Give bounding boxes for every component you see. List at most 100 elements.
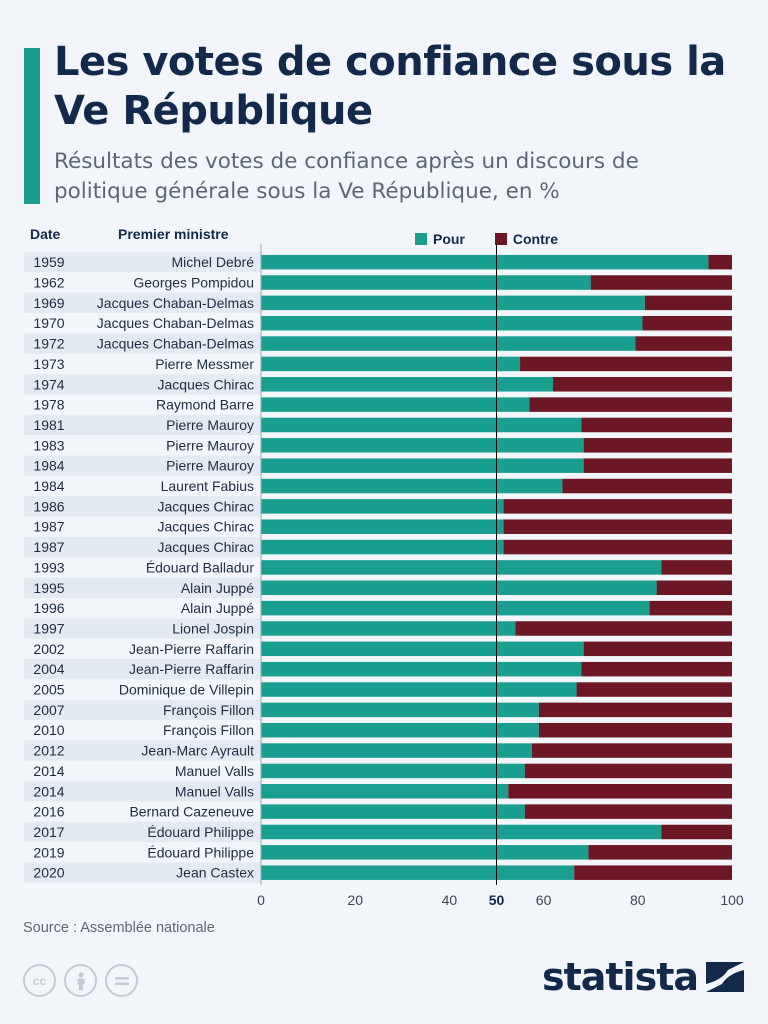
column-header-pm: Premier ministre [118, 226, 229, 242]
row-stripe [24, 862, 261, 883]
bar-contre [538, 702, 732, 718]
row-prime-minister: Jean-Pierre Raffarin [129, 661, 254, 677]
bar-contre [508, 784, 732, 799]
bar-pour [261, 580, 657, 596]
row-date: 1972 [33, 336, 64, 352]
chart-subtitle: Résultats des votes de confiance après u… [54, 149, 639, 204]
row-date: 2010 [33, 722, 64, 738]
row-prime-minister: Jacques Chaban-Delmas [97, 336, 254, 352]
row-date: 2007 [33, 702, 64, 718]
legend-swatch-contre [494, 233, 507, 245]
row-stripe [24, 414, 261, 436]
row-prime-minister: Jean-Marc Ayrault [141, 743, 254, 759]
bar-contre [503, 499, 732, 514]
bar-contre [524, 804, 732, 819]
bar-pour [261, 682, 577, 697]
row-prime-minister: Jacques Chirac [158, 519, 255, 535]
row-date: 2019 [33, 844, 64, 860]
row-date: 2014 [33, 763, 64, 779]
row-date: 2017 [33, 824, 64, 840]
row-prime-minister: Michel Debré [172, 254, 255, 270]
bar-pour [261, 499, 504, 514]
bar-contre [576, 682, 732, 697]
bar-contre [583, 438, 732, 453]
bar-contre [529, 397, 732, 412]
bar-contre [583, 641, 732, 657]
bar-pour [261, 845, 589, 860]
row-prime-minister: Laurent Fabius [161, 478, 254, 494]
row-prime-minister: Raymond Barre [156, 397, 254, 413]
statista-logo[interactable]: statista [542, 955, 744, 999]
bar-pour [261, 702, 539, 718]
bar-contre [661, 824, 732, 840]
row-prime-minister: Pierre Mauroy [166, 437, 254, 453]
row-date: 1996 [33, 600, 64, 616]
cc-icon[interactable]: cc [23, 964, 56, 997]
bar-pour [261, 519, 504, 534]
row-prime-minister: François Fillon [163, 702, 254, 718]
row-date: 1959 [33, 254, 64, 270]
row-prime-minister: Jacques Chirac [158, 498, 255, 514]
accent-bar [24, 48, 40, 204]
column-header-date: Date [30, 226, 61, 242]
row-date: 2004 [33, 661, 64, 677]
row-stripe [24, 821, 261, 843]
bar-pour [261, 336, 636, 351]
bar-contre [708, 254, 732, 270]
bar-pour [261, 743, 532, 758]
bar-contre [538, 722, 732, 738]
statista-logo-icon [706, 962, 744, 992]
bar-contre [562, 478, 732, 494]
row-date: 1984 [33, 478, 64, 494]
legend: Pour Contre [415, 231, 558, 247]
row-date: 1983 [33, 437, 64, 453]
bar-chart: 1959 Michel Debré 1962 Georges Pompidou 1969… [24, 244, 744, 908]
bar-pour [261, 417, 582, 433]
bar-pour [261, 356, 521, 372]
bar-contre [656, 580, 732, 596]
legend-label-pour: Pour [433, 231, 465, 247]
no-derivatives-icon[interactable] [105, 964, 138, 997]
row-stripe [24, 333, 261, 354]
x-tick-label: 20 [347, 892, 363, 908]
bar-pour [261, 560, 662, 575]
row-date: 2016 [33, 804, 64, 820]
row-stripe [24, 577, 261, 598]
bar-contre [661, 560, 732, 575]
row-date: 1970 [33, 315, 64, 331]
row-stripe [24, 659, 261, 680]
bar-pour [261, 763, 525, 779]
bar-pour [261, 397, 530, 412]
bar-contre [588, 845, 732, 860]
statista-wordmark: statista [541, 955, 699, 999]
row-prime-minister: Georges Pompidou [133, 275, 254, 291]
row-stripe [24, 252, 261, 273]
attribution-icon[interactable] [64, 964, 97, 997]
row-prime-minister: Manuel Valls [175, 763, 254, 779]
row-prime-minister: Jacques Chirac [158, 376, 255, 392]
row-stripe [24, 699, 261, 721]
row-stripe [24, 536, 261, 558]
legend-swatch-pour [415, 233, 427, 245]
row-prime-minister: Édouard Balladur [146, 559, 255, 575]
bar-pour [261, 600, 650, 616]
bar-contre [581, 417, 732, 433]
row-stripe [24, 496, 261, 517]
row-prime-minister: Jacques Chirac [158, 539, 255, 555]
row-date: 1987 [33, 519, 64, 535]
legend-label-contre: Contre [512, 231, 559, 247]
row-prime-minister: Jacques Chaban-Delmas [97, 295, 254, 311]
row-date: 2012 [33, 743, 64, 759]
row-date: 2002 [33, 641, 64, 657]
bar-contre [553, 377, 732, 392]
bar-pour [261, 641, 584, 657]
bar-pour [261, 722, 539, 738]
row-date: 2005 [33, 682, 64, 698]
bar-pour [261, 254, 709, 270]
row-prime-minister: Bernard Cazeneuve [129, 804, 254, 820]
chart-title: Les votes de confiance sous la Ve Républ… [54, 39, 726, 134]
row-prime-minister: Jean Castex [176, 865, 254, 881]
row-prime-minister: Pierre Mauroy [166, 417, 254, 433]
bar-contre [644, 295, 732, 311]
x-tick-label: 80 [630, 892, 646, 908]
